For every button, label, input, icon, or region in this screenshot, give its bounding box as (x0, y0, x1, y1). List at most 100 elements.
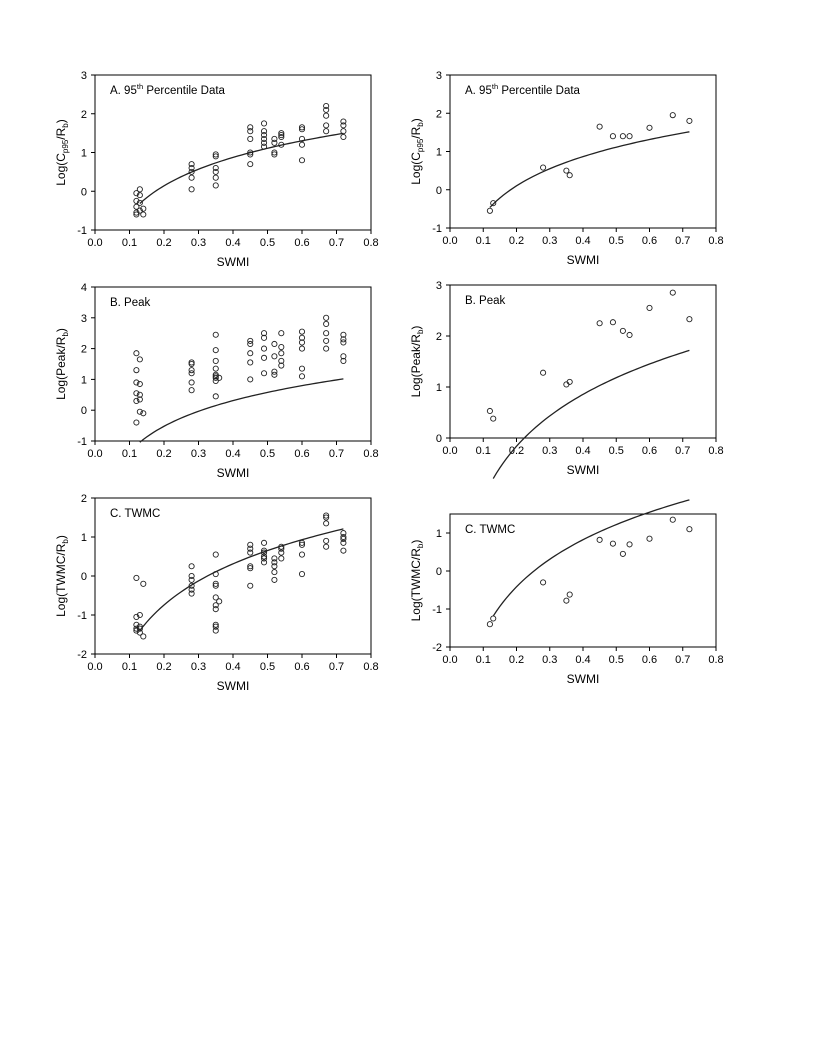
y-axis-title-subscript: p95 (61, 139, 70, 153)
data-point (323, 330, 330, 337)
data-point (340, 133, 347, 141)
data-point (609, 540, 616, 547)
data-point (212, 331, 219, 338)
x-axis-title: SWMI (217, 466, 250, 480)
data-point (260, 559, 268, 566)
data-point (260, 553, 268, 560)
data-point (260, 139, 268, 146)
data-point (188, 586, 195, 593)
data-point (136, 625, 143, 632)
data-point (136, 199, 143, 206)
x-tick-label: 0.8 (363, 237, 378, 249)
x-tick-label: 0.3 (542, 235, 557, 247)
data-point (540, 369, 547, 376)
y-tick-label: 4 (81, 282, 87, 294)
y-axis-title-part: /R (54, 127, 68, 139)
data-point (247, 135, 254, 142)
data-point (260, 549, 268, 556)
x-tick-label: 0.0 (87, 237, 102, 249)
data-point (260, 135, 268, 142)
y-axis-title-part: Log(TWMC/R (409, 548, 423, 622)
data-point (278, 362, 285, 369)
data-point (212, 551, 219, 558)
data-point (486, 407, 493, 415)
data-point (686, 526, 693, 533)
data-point (340, 122, 347, 129)
data-point (566, 172, 573, 179)
data-point (260, 143, 268, 150)
data-point (298, 539, 306, 546)
data-point (298, 126, 306, 133)
y-axis-title-subscript: b (61, 539, 70, 544)
data-point (669, 289, 676, 296)
data-point (133, 203, 140, 210)
y-tick-label: 2 (436, 331, 442, 343)
y-axis-title-part: Log(Peak/R (409, 334, 423, 398)
data-point (188, 387, 195, 394)
data-point (140, 580, 147, 587)
data-point (278, 357, 285, 364)
x-tick-label: 0.5 (260, 448, 275, 460)
data-point (247, 563, 254, 570)
y-tick-label: 1 (81, 532, 87, 544)
x-tick-label: 0.8 (363, 661, 378, 673)
data-point (686, 316, 693, 323)
data-point (260, 555, 268, 562)
data-point (212, 580, 219, 587)
data-point (298, 541, 306, 548)
data-point (212, 182, 219, 189)
data-point (188, 174, 195, 181)
data-point (669, 112, 676, 119)
y-axis-title-part: ) (54, 119, 68, 123)
panel-title: B. Peak (110, 297, 151, 309)
data-point (323, 537, 330, 544)
data-point (271, 555, 278, 562)
y-axis-title: Log(Peak/Rb) (409, 326, 425, 398)
x-tick-label: 0.6 (294, 237, 309, 249)
y-axis-title-part: ) (409, 540, 423, 544)
data-point (133, 350, 140, 357)
x-tick-label: 0.3 (542, 445, 557, 457)
data-point (298, 571, 306, 578)
data-point (340, 530, 347, 537)
data-point (136, 408, 143, 415)
y-axis-title-part: /R (409, 126, 423, 138)
data-point (260, 370, 268, 377)
data-point (646, 304, 653, 312)
data-point (298, 328, 306, 335)
x-tick-label: 0.7 (675, 654, 690, 666)
data-point (323, 128, 330, 135)
data-point (247, 359, 254, 366)
x-tick-label: 0.1 (476, 445, 491, 457)
data-point (260, 547, 268, 554)
data-point (340, 539, 347, 546)
x-tick-label: 0.7 (675, 445, 690, 457)
y-tick-label: 1 (81, 148, 87, 160)
x-tick-label: 0.1 (122, 661, 137, 673)
chart-panel-6: 0.0 0.1 0.2 0.3 0.4 0.5 0.6 0.7 0.8 -2 -1 0 1 SWMI Log… (409, 499, 724, 686)
data-point (188, 186, 195, 193)
data-point (340, 118, 347, 125)
panel-title-text: C. TWMC (465, 524, 515, 536)
data-point (133, 613, 140, 621)
data-point (609, 319, 616, 326)
panel-title-text: B. Peak (465, 295, 506, 307)
y-tick-label: 0 (436, 433, 442, 445)
x-tick-label: 0.5 (260, 661, 275, 673)
x-tick-label: 0.6 (642, 235, 657, 247)
data-point (298, 334, 306, 341)
data-point (298, 365, 306, 372)
panel-title-superscript: th (137, 82, 143, 91)
data-point (136, 380, 143, 388)
data-point (260, 128, 268, 135)
x-tick-label: 0.2 (509, 235, 524, 247)
x-tick-label: 0.4 (225, 661, 240, 673)
data-point (140, 211, 147, 218)
y-tick-label: 3 (81, 70, 87, 82)
data-point (271, 576, 278, 583)
data-point (212, 393, 219, 400)
data-point (340, 533, 347, 541)
data-point (271, 151, 278, 158)
data-point (340, 128, 347, 135)
x-tick-label: 0.7 (329, 661, 344, 673)
